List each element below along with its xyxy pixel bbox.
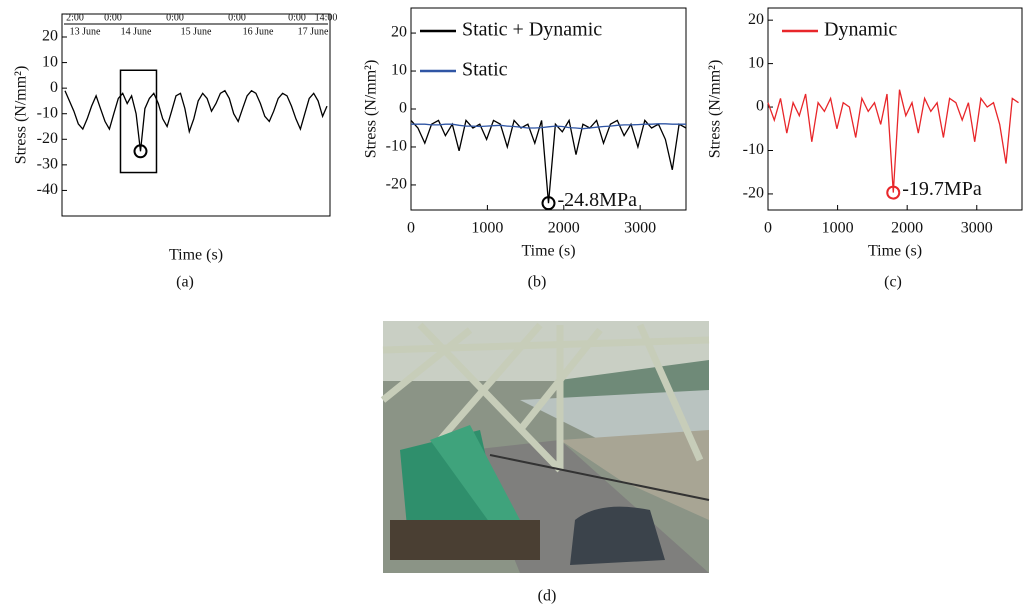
data-line <box>64 89 328 152</box>
y-tick-label: 20 <box>42 28 58 45</box>
x-tick-label: 0 <box>764 220 772 237</box>
x-axis-label: Time (s) <box>169 247 223 264</box>
y-axis-label: Stress (N/mm²) <box>13 66 30 165</box>
y-tick-label: 10 <box>42 53 58 70</box>
timeline-day: 14 June <box>121 26 152 37</box>
y-tick-label: 0 <box>50 79 58 96</box>
annotation: -19.7MPa <box>902 178 982 200</box>
x-tick-label: 1000 <box>822 220 854 237</box>
peak-marker <box>133 144 148 159</box>
data-line <box>410 118 687 204</box>
y-tick-label: 0 <box>756 98 764 115</box>
x-tick-label: 2000 <box>891 220 923 237</box>
timeline-time: 14:00 <box>315 12 338 23</box>
x-axis-label: Time (s) <box>521 243 575 260</box>
caption: (d) <box>538 588 557 605</box>
y-tick-label: 20 <box>748 11 764 28</box>
y-tick-label: -40 <box>37 181 58 198</box>
y-tick-label: -30 <box>37 156 58 173</box>
timeline-time: 0:00 <box>288 12 306 23</box>
caption: (b) <box>528 274 547 291</box>
caption: (c) <box>884 274 902 291</box>
legend-label: Static + Dynamic <box>462 19 602 41</box>
x-tick-label: 3000 <box>961 220 993 237</box>
x-tick-label: 3000 <box>624 220 656 237</box>
x-tick-label: 2000 <box>548 220 580 237</box>
data-line <box>767 89 1019 193</box>
caption: (a) <box>176 274 194 291</box>
y-axis-label: Stress (N/mm²) <box>707 60 724 159</box>
y-axis-label: Stress (N/mm²) <box>363 60 380 159</box>
y-tick-label: 0 <box>399 100 407 117</box>
annotation: -24.8MPa <box>558 189 638 211</box>
legend-label: Static <box>462 59 508 81</box>
legend-label: Dynamic <box>824 19 897 41</box>
timeline-day: 15 June <box>181 26 212 37</box>
peak-marker <box>541 196 556 211</box>
y-tick-label: -20 <box>37 130 58 147</box>
timeline-day: 13 June <box>70 26 101 37</box>
x-tick-label: 1000 <box>471 220 503 237</box>
y-tick-label: 10 <box>391 62 407 79</box>
timeline-day: 17 June <box>298 26 329 37</box>
plot-frame <box>767 7 1023 211</box>
x-tick-label: 0 <box>407 220 415 237</box>
y-tick-label: -10 <box>386 138 407 155</box>
plot-frame <box>61 13 331 217</box>
timeline-time: 0:00 <box>104 12 122 23</box>
timeline-time: 0:00 <box>166 12 184 23</box>
y-tick-label: -20 <box>386 176 407 193</box>
timeline-day: 16 June <box>243 26 274 37</box>
y-tick-label: -20 <box>743 185 764 202</box>
data-line <box>411 123 686 130</box>
y-tick-label: -10 <box>37 104 58 121</box>
y-tick-label: 10 <box>748 54 764 71</box>
highlight-box <box>119 69 158 174</box>
y-tick-label: -10 <box>743 141 764 158</box>
x-axis-label: Time (s) <box>868 243 922 260</box>
timeline-time: 0:00 <box>228 12 246 23</box>
peak-marker <box>886 185 901 200</box>
photo <box>380 321 710 573</box>
y-tick-label: 20 <box>391 24 407 41</box>
timeline-time: 2:00 <box>66 12 84 23</box>
